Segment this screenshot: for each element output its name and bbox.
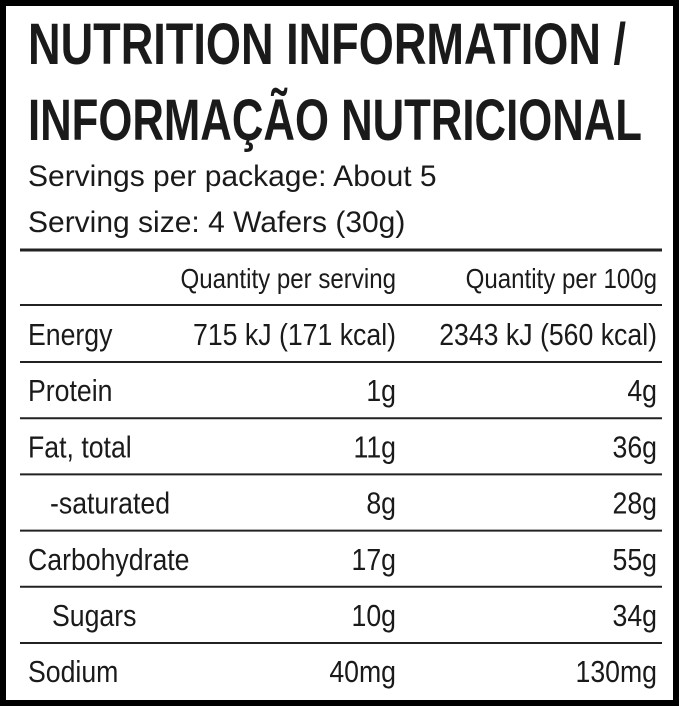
per-100g: 36g bbox=[613, 431, 657, 465]
column-header: Quantity per 100g bbox=[466, 262, 657, 294]
table: Quantity per serving Quantity per 100g Ene… bbox=[20, 262, 662, 690]
per-100g: 130mg bbox=[575, 655, 657, 689]
nutrient-name: Fat, total bbox=[28, 431, 132, 465]
servings-per-package: Servings per package: About 5 bbox=[28, 160, 437, 193]
nutrient-name: Carbohydrate bbox=[28, 543, 190, 577]
per-100g: 28g bbox=[613, 487, 657, 521]
nutrient-name: Energy bbox=[28, 318, 113, 352]
per-serving: 8g bbox=[366, 487, 396, 521]
column-header: Quantity per serving bbox=[181, 262, 396, 294]
nutrient-name: Sodium bbox=[28, 655, 118, 689]
per-100g: 2343 kJ (560 kcal) bbox=[439, 318, 657, 352]
serving-size: Serving size: 4 Wafers (30g) bbox=[28, 206, 405, 239]
nutrient-name: Protein bbox=[28, 374, 112, 408]
per-serving: 11g bbox=[353, 431, 396, 465]
per-serving: 715 kJ (171 kcal) bbox=[193, 318, 396, 352]
per-serving: 17g bbox=[352, 543, 396, 577]
per-100g: 55g bbox=[613, 543, 657, 577]
per-100g: 4g bbox=[627, 374, 657, 408]
per-100g: 34g bbox=[613, 599, 657, 633]
per-serving: 40mg bbox=[329, 655, 396, 689]
per-serving: 1g bbox=[366, 374, 396, 408]
nutrient-name: -saturated bbox=[50, 487, 170, 521]
per-serving: 10g bbox=[352, 599, 396, 633]
nutrient-name: Sugars bbox=[52, 599, 136, 633]
title-line: NUTRITION INFORMATION / bbox=[28, 12, 626, 77]
title-line: INFORMAÇÃO NUTRICIONAL bbox=[28, 88, 642, 153]
